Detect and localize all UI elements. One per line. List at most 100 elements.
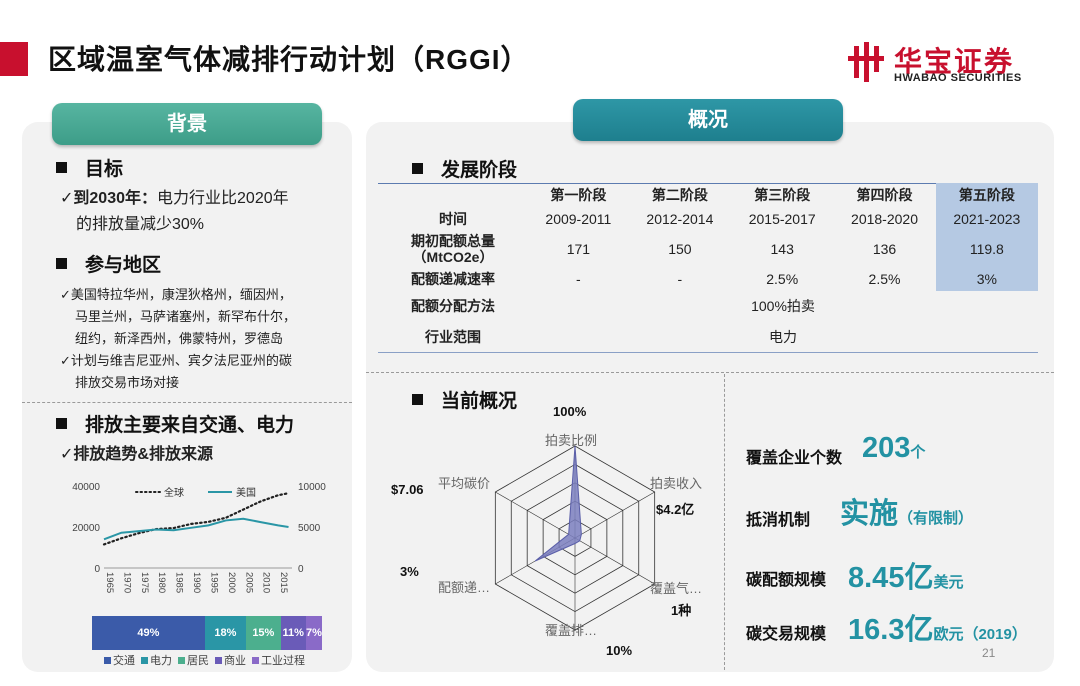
stage-years: 2021-2023 bbox=[935, 207, 1038, 231]
stage-years: 2009-2011 bbox=[545, 211, 612, 227]
stack-segment: 18% bbox=[204, 616, 247, 650]
page-title: 区域温室气体减排行动计划（RGGI） bbox=[48, 44, 530, 75]
x-tick-label: 1985 bbox=[174, 572, 185, 593]
legend-swatch bbox=[215, 657, 222, 664]
x-tick-label: 2015 bbox=[278, 572, 289, 593]
row-header: 行业范围 bbox=[425, 329, 481, 345]
stages-table: 第一阶段 第二阶段 第三阶段 第四阶段 第五阶段 时间 2009-2011 20… bbox=[378, 183, 1038, 353]
regions-section-title: 参与地区 bbox=[56, 250, 161, 277]
stage-quota: 119.8 bbox=[935, 231, 1038, 267]
logo-en-text: HWABAO SECURITIES bbox=[894, 72, 1022, 84]
left-divider bbox=[22, 402, 352, 403]
radar-axis-label: 覆盖排… bbox=[545, 623, 598, 638]
stack-segment: 7% bbox=[305, 616, 322, 650]
x-tick-label: 1980 bbox=[156, 572, 167, 593]
stage-name: 第一阶段 bbox=[550, 187, 607, 203]
x-tick-label: 2000 bbox=[226, 572, 237, 593]
stage-quota: 150 bbox=[668, 241, 692, 257]
stack-segment: 11% bbox=[280, 616, 306, 650]
goal-section-title: 目标 bbox=[56, 154, 123, 181]
x-tick-label: 2010 bbox=[261, 572, 272, 593]
x-tick-label: 1995 bbox=[208, 572, 219, 593]
check-icon: ✓ bbox=[60, 190, 74, 207]
table-row: 配额递减速率 - - 2.5% 2.5% 3% bbox=[378, 267, 1038, 291]
y-left-tick-label: 20000 bbox=[72, 523, 100, 534]
legend-label: 工业过程 bbox=[261, 655, 305, 667]
check-icon: ✓ bbox=[60, 287, 71, 302]
legend-swatch bbox=[104, 657, 111, 664]
radar-axis-label: 拍卖比例 bbox=[545, 433, 598, 448]
current-section-title: 当前概况 bbox=[412, 386, 517, 413]
background-panel bbox=[22, 122, 352, 672]
companies-label: 覆盖企业个数 bbox=[746, 450, 843, 467]
companies-value: 203个 bbox=[862, 432, 926, 464]
quota-label: 碳配额规模 bbox=[746, 572, 827, 589]
stage-rate: 2.5% bbox=[868, 271, 901, 287]
stage-years: 2012-2014 bbox=[646, 211, 714, 227]
row-header: 配额递减速率 bbox=[411, 271, 495, 287]
row-header: 配额分配方法 bbox=[411, 298, 495, 314]
series-line-全球 bbox=[102, 492, 290, 546]
stage-name: 第四阶段 bbox=[856, 187, 913, 203]
check-icon: ✓ bbox=[60, 353, 71, 368]
stage-name: 第三阶段 bbox=[754, 187, 811, 203]
legend-swatch bbox=[141, 657, 148, 664]
radar-axis-label: 覆盖气… bbox=[650, 581, 703, 596]
check-icon: ✓ bbox=[60, 446, 74, 463]
radar-spoke bbox=[574, 491, 655, 539]
radar-value-label: $7.06 bbox=[391, 482, 424, 497]
legend-swatch bbox=[252, 657, 259, 664]
table-row: 行业范围 电力 bbox=[378, 321, 1038, 353]
brand-logo: 华宝证券 HWABAO SECURITIES bbox=[846, 40, 1046, 84]
regions-text: ✓美国特拉华州，康涅狄格州，缅因州， 马里兰州，马萨诸塞州，新罕布什尔， 纽约，… bbox=[60, 287, 297, 390]
legend-label: 全球 bbox=[164, 486, 184, 499]
legend-swatch bbox=[178, 657, 185, 664]
radar-spoke bbox=[495, 491, 576, 539]
x-tick-label: 2005 bbox=[243, 572, 254, 593]
y-right-tick-label: 10000 bbox=[298, 482, 326, 493]
radar-value-label: 100% bbox=[553, 404, 587, 419]
stage-years: 2015-2017 bbox=[748, 211, 816, 227]
table-top-rule bbox=[378, 183, 1038, 184]
alloc-value: 100%拍卖 bbox=[751, 298, 815, 314]
legend-label: 居民 bbox=[187, 655, 209, 667]
table-row: 期初配额总量 （MtCO2e） 171 150 143 136 119.8 bbox=[378, 231, 1038, 267]
radar-axis-label: 平均碳价 bbox=[438, 476, 491, 491]
stage-quota: 136 bbox=[872, 241, 897, 257]
emission-section-title: 排放主要来自交通、电力 bbox=[56, 410, 294, 437]
stage-quota: 171 bbox=[566, 241, 591, 257]
x-tick-label: 1965 bbox=[104, 572, 115, 593]
hwabao-logo-icon bbox=[848, 42, 884, 82]
stage-rate: - bbox=[576, 271, 581, 287]
radar-value-label: $4.2亿 bbox=[656, 502, 695, 517]
legend-label: 交通 bbox=[113, 655, 135, 667]
table-row: 第一阶段 第二阶段 第三阶段 第四阶段 第五阶段 bbox=[378, 183, 1038, 207]
stack-segment: 15% bbox=[246, 616, 281, 650]
y-right-tick-label: 0 bbox=[298, 564, 304, 575]
emission-trend-chart: 40000 20000 0 10000 5000 0 1965 1970 1975 1980 198… bbox=[72, 482, 326, 593]
offset-value: 实施（有限制） bbox=[840, 498, 974, 530]
logo-cn-text: 华宝证券 bbox=[894, 46, 1015, 77]
table-bottom-rule bbox=[378, 352, 1038, 353]
radar-axis-label: 配额递… bbox=[438, 580, 491, 595]
y-right-tick-label: 5000 bbox=[298, 523, 321, 534]
overview-heading: 概况 bbox=[573, 99, 843, 141]
stage-quota: 143 bbox=[770, 241, 794, 257]
stages-section-title: 发展阶段 bbox=[412, 155, 517, 182]
scope-value: 电力 bbox=[769, 329, 797, 345]
stage-rate: 3% bbox=[935, 267, 1038, 291]
stack-segment: 49% bbox=[92, 616, 205, 650]
right-divider bbox=[366, 372, 1054, 373]
stage-rate: 2.5% bbox=[766, 271, 799, 287]
emission-subtitle: ✓排放趋势&排放来源 bbox=[60, 446, 213, 463]
table-row: 配额分配方法 100%拍卖 bbox=[378, 291, 1038, 321]
current-radar-chart bbox=[494, 445, 656, 631]
stage-name: 第二阶段 bbox=[651, 187, 708, 203]
radar-value-label: 1种 bbox=[671, 603, 692, 618]
x-tick-label: 1990 bbox=[191, 572, 202, 593]
quota-value: 8.45亿美元 bbox=[848, 562, 964, 594]
trade-label: 碳交易规模 bbox=[746, 626, 827, 643]
row-header: 时间 bbox=[439, 211, 467, 227]
table-row: 时间 2009-2011 2012-2014 2015-2017 2018-20… bbox=[378, 207, 1038, 231]
y-left-tick-label: 0 bbox=[94, 564, 100, 575]
